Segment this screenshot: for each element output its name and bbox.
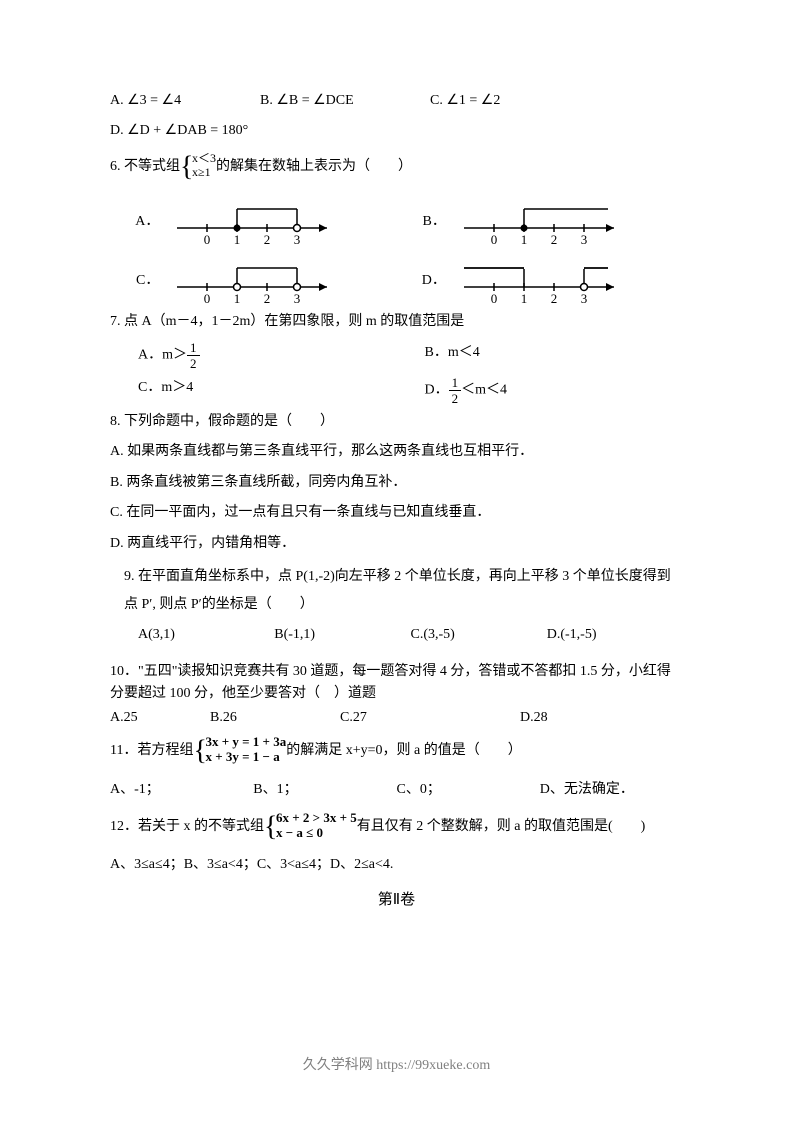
q7-opt-b: B．m＜4 bbox=[397, 341, 684, 370]
svg-text:1: 1 bbox=[521, 232, 528, 247]
svg-text:2: 2 bbox=[264, 291, 271, 306]
q6-stem: 6. 不等式组 x＜3 x≥1 的解集在数轴上表示为（ ） bbox=[110, 151, 683, 185]
svg-text:2: 2 bbox=[264, 232, 271, 247]
svg-text:0: 0 bbox=[204, 232, 211, 247]
q12-options: A、3≤a≤4；B、3≤a<4；C、3<a≤4；D、2≤a<4. bbox=[110, 854, 683, 876]
svg-text:0: 0 bbox=[491, 291, 498, 306]
q7-opt-a: A．m＞12 bbox=[110, 341, 397, 370]
q8-stem: 8. 下列命题中，假命题的是（ ） bbox=[110, 411, 683, 433]
q9-opt-c: C.(3,-5) bbox=[411, 627, 547, 643]
q12-brace: 6x + 2 > 3x + 5 x − a ≤ 0 bbox=[264, 810, 357, 846]
q9-options: A(3,1) B(-1,1) C.(3,-5) D.(-1,-5) bbox=[110, 627, 683, 643]
q6-label-b: B． bbox=[397, 210, 454, 230]
q9-opt-a: A(3,1) bbox=[138, 627, 274, 643]
q11-options: A、-1； B、1； C、0； D、无法确定． bbox=[110, 778, 683, 798]
footer-watermark: 久久学科网 https://99xueke.com bbox=[0, 1054, 793, 1074]
svg-text:3: 3 bbox=[581, 291, 588, 306]
svg-text:1: 1 bbox=[234, 232, 241, 247]
q11-brace: 3x + y = 1 + 3a x + 3y = 1 − a bbox=[193, 734, 286, 770]
q6-label-c: C． bbox=[110, 269, 167, 289]
q6-numline-a: 0 1 2 3 bbox=[167, 193, 337, 248]
q5-opt-d: D. ∠D + ∠DAB = 180° bbox=[110, 120, 683, 142]
q6-label-a: A． bbox=[110, 210, 167, 230]
q10-options: A.25 B.26 C.27 D.28 bbox=[110, 710, 683, 726]
q11-opt-d: D、无法确定． bbox=[540, 778, 683, 798]
svg-text:1: 1 bbox=[521, 291, 528, 306]
q6-numline-d: 0 1 2 3 bbox=[454, 252, 624, 307]
svg-text:1: 1 bbox=[234, 291, 241, 306]
q5-opt-b: B. ∠B = ∠DCE bbox=[260, 90, 430, 112]
q10-opt-b: B.26 bbox=[210, 710, 340, 726]
q9-stem: 9. 在平面直角坐标系中，点 P(1,-2)向左平移 2 个单位长度，再向上平移… bbox=[110, 563, 683, 619]
svg-text:3: 3 bbox=[581, 232, 588, 247]
section-2-title: 第Ⅱ卷 bbox=[110, 888, 683, 909]
q7-opt-c: C．m＞4 bbox=[110, 376, 397, 405]
svg-text:3: 3 bbox=[294, 232, 301, 247]
q7-options: A．m＞12 B．m＜4 C．m＞4 D．12＜m＜4 bbox=[110, 341, 683, 411]
q8-opt-a: A. 如果两条直线都与第三条直线平行，那么这两条直线也互相平行． bbox=[110, 441, 683, 463]
q12-stem: 12．若关于 x 的不等式组 6x + 2 > 3x + 5 x − a ≤ 0… bbox=[110, 810, 683, 846]
q11-opt-a: A、-1； bbox=[110, 778, 253, 798]
svg-text:0: 0 bbox=[491, 232, 498, 247]
q7-stem: 7. 点 A（m－4，1－2m）在第四象限，则 m 的取值范围是 bbox=[110, 311, 683, 333]
svg-text:3: 3 bbox=[294, 291, 301, 306]
q11-opt-b: B、1； bbox=[253, 778, 396, 798]
q5-opt-c: C. ∠1 = ∠2 bbox=[430, 90, 500, 112]
svg-text:0: 0 bbox=[204, 291, 211, 306]
q8-opt-d: D. 两直线平行，内错角相等． bbox=[110, 533, 683, 555]
q11-opt-c: C、0； bbox=[397, 778, 540, 798]
q6-numline-c: 0 1 2 3 bbox=[167, 252, 337, 307]
q7-opt-d: D．12＜m＜4 bbox=[397, 376, 684, 405]
q9-opt-b: B(-1,1) bbox=[274, 627, 410, 643]
q10-opt-a: A.25 bbox=[110, 710, 210, 726]
q6-numline-b: 0 1 2 3 bbox=[454, 193, 624, 248]
q8-opt-b: B. 两条直线被第三条直线所截，同旁内角互补． bbox=[110, 472, 683, 494]
q10-opt-c: C.27 bbox=[340, 710, 520, 726]
q6-brace: x＜3 x≥1 bbox=[180, 151, 216, 185]
q9-opt-d: D.(-1,-5) bbox=[547, 627, 683, 643]
q10-opt-d: D.28 bbox=[520, 710, 548, 726]
q6-row-ab: A． 0 1 2 3 B． 0 1 2 3 bbox=[110, 193, 683, 248]
q6-label-d: D． bbox=[397, 269, 454, 289]
q10-stem: 10．"五四"读报知识竞赛共有 30 道题，每一题答对得 4 分，答错或不答都扣… bbox=[110, 661, 683, 706]
svg-text:2: 2 bbox=[551, 232, 558, 247]
q5-options-row1: A. ∠3 = ∠4 B. ∠B = ∠DCE C. ∠1 = ∠2 bbox=[110, 90, 683, 112]
q11-stem: 11．若方程组 3x + y = 1 + 3a x + 3y = 1 − a 的… bbox=[110, 734, 683, 770]
q8-opt-c: C. 在同一平面内，过一点有且只有一条直线与已知直线垂直． bbox=[110, 502, 683, 524]
q6-row-cd: C． 0 1 2 3 D． 0 1 2 3 bbox=[110, 252, 683, 307]
q5-opt-a: A. ∠3 = ∠4 bbox=[110, 90, 260, 112]
svg-text:2: 2 bbox=[551, 291, 558, 306]
